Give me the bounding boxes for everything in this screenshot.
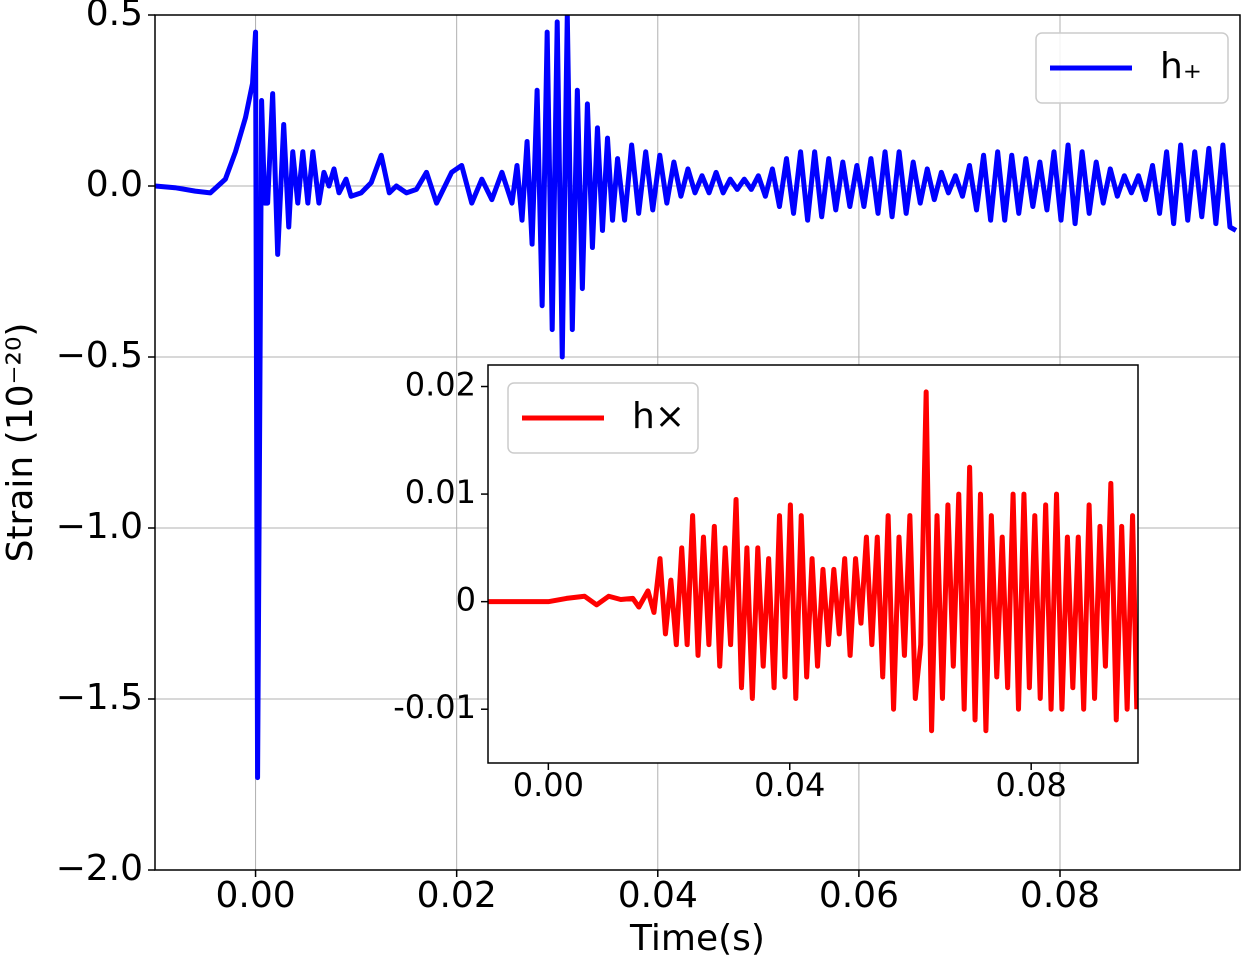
y-axis-label: Strain (10⁻²⁰) bbox=[0, 323, 41, 563]
legend-label: h× bbox=[632, 396, 685, 437]
plot-area bbox=[488, 389, 1138, 734]
x-tick-label: 0.08 bbox=[1020, 875, 1100, 916]
y-tick-label: 0 bbox=[456, 581, 476, 619]
y-tick-label: −0.5 bbox=[56, 335, 143, 376]
x-tick-label: 0.00 bbox=[215, 875, 295, 916]
series-line bbox=[155, 15, 1238, 781]
plot-area bbox=[155, 15, 1238, 781]
axes-frame bbox=[487, 364, 1139, 764]
y-tick-label: -0.01 bbox=[393, 688, 476, 726]
y-tick-label: −1.0 bbox=[56, 506, 143, 547]
x-tick-label: 0.06 bbox=[819, 875, 899, 916]
axes-frame bbox=[154, 14, 1241, 871]
y-tick-label: 0.0 bbox=[86, 164, 143, 205]
x-axis-label: Time(s) bbox=[629, 918, 765, 959]
y-tick-label: 0.01 bbox=[405, 473, 476, 511]
x-tick-label: 0.02 bbox=[417, 875, 497, 916]
y-tick-label: −1.5 bbox=[56, 677, 143, 718]
x-tick-label: 0.00 bbox=[513, 766, 584, 804]
series-line bbox=[488, 389, 1138, 734]
x-tick-label: 0.04 bbox=[754, 766, 825, 804]
legend-label: h₊ bbox=[1160, 46, 1202, 87]
y-tick-label: 0.5 bbox=[86, 0, 143, 34]
y-tick-label: −2.0 bbox=[56, 848, 143, 889]
y-tick-label: 0.02 bbox=[405, 366, 476, 404]
x-tick-label: 0.04 bbox=[618, 875, 698, 916]
x-tick-label: 0.08 bbox=[996, 766, 1067, 804]
